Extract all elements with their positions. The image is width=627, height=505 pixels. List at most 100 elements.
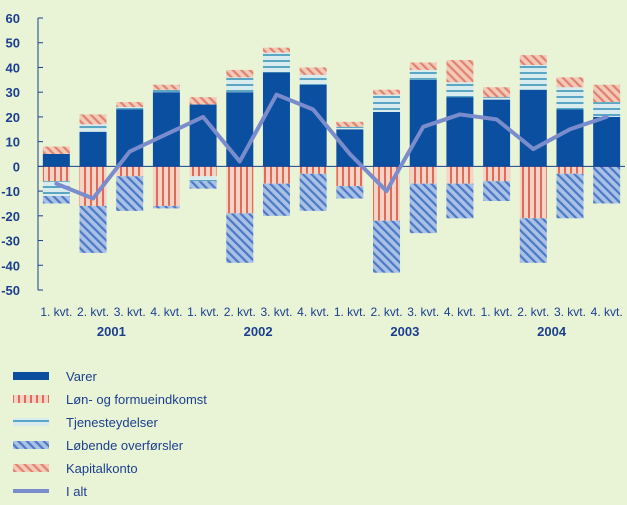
bar-lopende <box>336 186 364 199</box>
bar-lonn <box>189 166 217 177</box>
year-label: 2001 <box>97 324 126 339</box>
bar-tjenester <box>116 107 144 110</box>
year-label: 2004 <box>537 324 567 339</box>
bar-varer <box>262 72 290 167</box>
bar-tjenester <box>336 126 364 130</box>
legend-label-varer: Varer <box>66 369 97 384</box>
bar-kapital <box>299 67 327 75</box>
bar-lonn <box>336 166 364 187</box>
bar-kapital <box>556 77 584 88</box>
y-tick-label: -10 <box>1 184 20 199</box>
x-tick-label: 2. kvt. <box>517 305 549 319</box>
bar-lonn <box>226 166 254 214</box>
x-tick-label: 2. kvt. <box>77 305 109 319</box>
bar-tjenester <box>79 124 107 132</box>
bar-lonn <box>42 166 70 182</box>
legend-swatch-lonn <box>13 395 49 403</box>
bar-lonn <box>152 166 180 206</box>
x-tick-label: 1. kvt. <box>334 305 366 319</box>
bar-lopende <box>226 213 254 263</box>
y-tick-label: 10 <box>6 135 20 150</box>
legend-label-lonn: Løn- og formueindkomst <box>66 392 207 407</box>
bar-lopende <box>79 205 107 253</box>
bar-lonn <box>299 166 327 174</box>
bar-lopende <box>373 220 401 273</box>
bar-tjenester <box>519 64 547 90</box>
bar-varer <box>226 92 254 167</box>
x-tick-label: 3. kvt. <box>407 305 439 319</box>
bar-varer <box>79 131 107 167</box>
legend-label-ialt: I alt <box>66 484 87 499</box>
y-tick-label: 30 <box>6 85 20 100</box>
bar-lonn <box>409 166 437 184</box>
bar-varer <box>116 109 144 167</box>
legend-swatch-lopende <box>13 441 49 449</box>
bar-tjenester <box>226 77 254 93</box>
bar-lopende <box>446 183 474 219</box>
legend-label-tjenester: Tjenesteydelser <box>66 415 158 430</box>
bar-kapital <box>446 60 474 83</box>
bar-tjenester <box>593 102 621 117</box>
y-tick-label: 50 <box>6 36 20 51</box>
x-tick-label: 1. kvt. <box>40 305 72 319</box>
x-tick-label: 3. kvt. <box>260 305 292 319</box>
legend-swatch-varer <box>13 372 49 380</box>
line-ialt <box>54 92 609 201</box>
bar-lopende <box>299 173 327 211</box>
bar-lopende <box>189 181 217 189</box>
bar-lopende <box>152 205 180 209</box>
bar-tjenester <box>262 52 290 73</box>
bar-tjenester <box>373 94 401 112</box>
x-tick-label: 4. kvt. <box>150 305 182 319</box>
bar-lopende <box>556 173 584 219</box>
bar-varer <box>446 97 474 167</box>
bar-lopende <box>42 196 70 204</box>
bar-varer <box>593 116 621 167</box>
bar-lopende <box>262 183 290 216</box>
x-tick-label: 4. kvt. <box>297 305 329 319</box>
bar-kapital <box>483 87 511 98</box>
y-tick-label: -20 <box>1 209 20 224</box>
bar-kapital <box>336 121 364 127</box>
y-tick-label: 40 <box>6 60 20 75</box>
x-tick-label: 3. kvt. <box>554 305 586 319</box>
x-tick-label: 4. kvt. <box>444 305 476 319</box>
bar-lopende <box>483 181 511 201</box>
bar-kapital <box>226 69 254 78</box>
x-tick-label: 2. kvt. <box>224 305 256 319</box>
bar-tjenester <box>483 97 511 100</box>
x-tick-label: 1. kvt. <box>481 305 513 319</box>
bar-lonn <box>446 166 474 184</box>
y-tick-label: -40 <box>1 258 20 273</box>
y-tick-label: 0 <box>13 159 20 174</box>
bar-varer <box>373 111 401 167</box>
y-tick-label: 20 <box>6 110 20 125</box>
bar-tjenester <box>189 176 217 182</box>
bar-kapital <box>42 146 70 154</box>
bar-tjenester <box>299 74 327 85</box>
bar-kapital <box>593 84 621 103</box>
x-tick-label: 4. kvt. <box>591 305 623 319</box>
bar-tjenester <box>556 87 584 110</box>
y-tick-label: -30 <box>1 234 20 249</box>
bar-varer <box>556 109 584 167</box>
bar-lopende <box>116 176 144 211</box>
bar-lonn <box>519 166 547 219</box>
bar-lopende <box>519 218 547 263</box>
x-tick-label: 3. kvt. <box>114 305 146 319</box>
bar-varer <box>299 84 327 167</box>
y-tick-label: 60 <box>6 11 20 26</box>
bar-kapital <box>409 62 437 70</box>
bar-tjenester <box>446 82 474 98</box>
bar-lopende <box>409 183 437 234</box>
bar-lonn <box>483 166 511 182</box>
bar-kapital <box>152 84 180 90</box>
bar-kapital <box>189 97 217 105</box>
x-tick-label: 2. kvt. <box>371 305 403 319</box>
bar-lonn <box>116 166 144 177</box>
legend-swatch-kapital <box>13 464 49 472</box>
bar-varer <box>189 104 217 167</box>
bar-varer <box>42 154 70 167</box>
bar-kapital <box>116 102 144 108</box>
